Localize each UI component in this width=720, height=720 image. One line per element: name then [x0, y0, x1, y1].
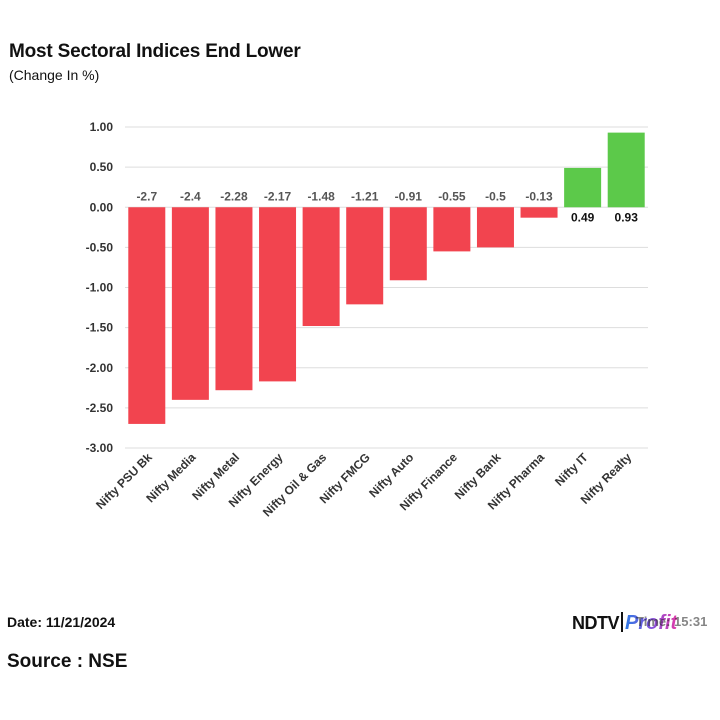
data-label: -2.17: [264, 189, 292, 203]
bar: [302, 207, 340, 327]
data-label: -1.48: [307, 189, 335, 203]
data-label: -2.7: [136, 189, 157, 203]
ndtv-profit-logo: NDTV Profit: [572, 612, 677, 640]
data-label: -0.13: [525, 189, 553, 203]
y-tick-label: 0.00: [90, 200, 114, 214]
chart-title: Most Sectoral Indices End Lower: [9, 41, 301, 62]
bar: [520, 207, 558, 218]
chart-subtitle: (Change In %): [9, 67, 100, 83]
bar: [389, 207, 427, 281]
data-label: -1.21: [351, 189, 379, 203]
logo-divider: [621, 612, 623, 632]
bar: [607, 132, 645, 208]
data-label: -2.28: [220, 189, 248, 203]
bar: [346, 207, 384, 305]
x-tick-label: Nifty PSU Bk: [93, 450, 155, 512]
y-tick-label: -0.50: [86, 240, 114, 254]
bar: [215, 207, 253, 391]
data-label: 0.93: [615, 210, 639, 224]
data-label: 0.49: [571, 210, 595, 224]
logo-profit-text: Profit: [625, 612, 678, 634]
data-label: -0.55: [438, 189, 466, 203]
bar: [564, 167, 602, 208]
bar: [171, 207, 209, 400]
bar: [433, 207, 471, 252]
date-label: Date: 11/21/2024: [7, 614, 116, 630]
y-tick-label: -1.00: [86, 281, 114, 295]
data-label: -0.91: [395, 189, 423, 203]
y-tick-label: -1.50: [86, 321, 114, 335]
bar-chart: 1.00 0.50 0.00 -0.50 -1.00 -1.50 -2.00 -2.50 -3.…: [86, 120, 648, 520]
y-tick-label: -2.00: [86, 361, 114, 375]
y-tick-label: 1.00: [90, 120, 114, 134]
bar: [476, 207, 514, 248]
source-label: Source : NSE: [7, 651, 128, 672]
data-label: -2.4: [180, 189, 201, 203]
y-tick-label: -2.50: [86, 401, 114, 415]
bar: [128, 207, 166, 424]
bar: [259, 207, 297, 382]
time-overlay-label: Time: 15:31: [636, 614, 708, 629]
x-tick-label: Nifty IT: [552, 450, 591, 489]
y-tick-label: 0.50: [90, 160, 114, 174]
data-label: -0.5: [485, 189, 506, 203]
y-tick-label: -3.00: [86, 441, 114, 455]
logo-ndtv-text: NDTV: [572, 613, 620, 633]
